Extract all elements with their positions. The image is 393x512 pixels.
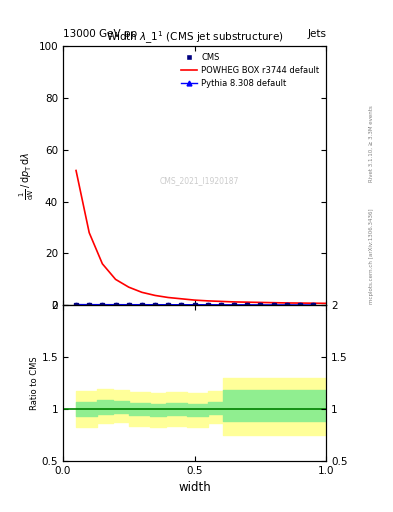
Y-axis label: Ratio to CMS: Ratio to CMS xyxy=(29,356,39,410)
Text: mcplots.cern.ch [arXiv:1306.3436]: mcplots.cern.ch [arXiv:1306.3436] xyxy=(369,208,374,304)
Legend: CMS, POWHEG BOX r3744 default, Pythia 8.308 default: CMS, POWHEG BOX r3744 default, Pythia 8.… xyxy=(178,50,322,91)
Title: Width $\lambda\_1^1$ (CMS jet substructure): Width $\lambda\_1^1$ (CMS jet substructu… xyxy=(106,30,283,46)
X-axis label: width: width xyxy=(178,481,211,494)
Y-axis label: $\frac{1}{\mathrm{d}N}\,/\,\mathrm{d}p_{\mathrm{T}}\,\mathrm{d}\lambda$: $\frac{1}{\mathrm{d}N}\,/\,\mathrm{d}p_{… xyxy=(17,152,36,200)
Text: Rivet 3.1.10, ≥ 3.3M events: Rivet 3.1.10, ≥ 3.3M events xyxy=(369,105,374,182)
Text: Jets: Jets xyxy=(307,29,326,39)
Text: CMS_2021_I1920187: CMS_2021_I1920187 xyxy=(160,176,239,185)
Text: 13000 GeV pp: 13000 GeV pp xyxy=(63,29,137,39)
